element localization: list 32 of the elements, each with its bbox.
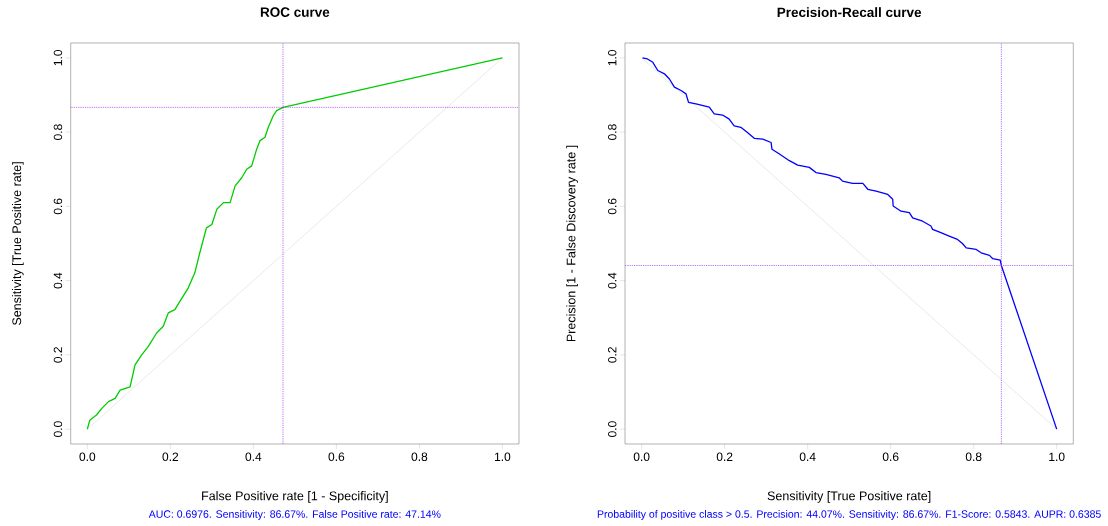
y-tick-label: 0.0 — [607, 421, 617, 437]
x-tick-label: 0.0 — [79, 452, 96, 462]
y-tick-label: 1.0 — [53, 49, 63, 66]
y-axis-title: Sensitivity [True Positive rate] — [11, 162, 24, 326]
x-tick-label: 0.2 — [162, 452, 179, 462]
chart-title: Precision-Recall curve — [777, 7, 922, 18]
y-tick-label: 0.2 — [53, 347, 63, 363]
x-tick-label: 1.0 — [1049, 452, 1065, 462]
x-tick-label: 0.0 — [633, 452, 650, 462]
x-tick-label: 0.2 — [716, 452, 733, 462]
x-tick-label: 0.4 — [799, 452, 816, 462]
x-tick-label: 0.6 — [328, 452, 345, 462]
text: Probability of positive class > 0.5. Precision: 44.07%. Sensitivity: 86.67%. F1-Score: 0.5843. AUPR: 0.6385 — [597, 510, 1101, 520]
x-tick-label: 0.4 — [245, 452, 262, 462]
x-axis-title: False Positive rate [1 - Specificity] — [202, 491, 388, 503]
y-tick-label: 0.0 — [53, 421, 63, 437]
y-tick-label: 0.6 — [53, 198, 63, 215]
x-tick-label: 1.0 — [494, 452, 511, 462]
chart-title: ROC curve — [260, 7, 330, 17]
y-tick-label: 0.4 — [53, 272, 63, 289]
x-axis-title: Sensitivity [True Positive rate] — [767, 491, 931, 503]
x-tick-label: 0.8 — [965, 452, 982, 462]
x-tick-label: 0.8 — [411, 452, 428, 462]
y-tick-label: 0.6 — [607, 198, 617, 215]
y-tick-label: 0.2 — [607, 347, 617, 363]
x-tick-label: 0.6 — [882, 452, 899, 462]
y-tick-label: 1.0 — [607, 49, 617, 66]
y-tick-label: 0.8 — [53, 124, 63, 140]
y-tick-label: 0.8 — [607, 124, 617, 140]
y-axis-title: Precision [1 - False Discovery rate ] — [566, 145, 578, 342]
text: AUC: 0.6976. Sensitivity: 86.67%. False Positive rate: 47.14% — [148, 510, 441, 520]
y-tick-label: 0.4 — [607, 272, 617, 289]
